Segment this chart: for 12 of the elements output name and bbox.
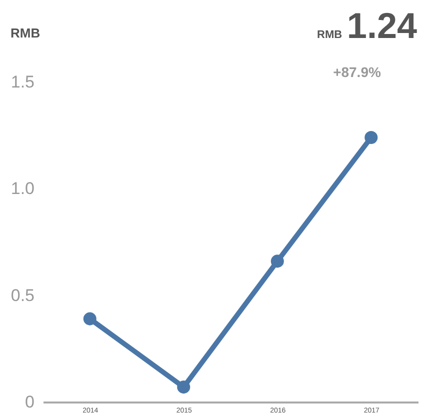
point (177, 380, 190, 394)
point (270, 254, 284, 268)
y-tick-label: 0 (25, 392, 34, 412)
y-tick-label: 0.5 (10, 286, 34, 305)
text: 1.24 (346, 5, 417, 46)
point (83, 312, 96, 326)
y-tick-label: 1.0 (10, 179, 34, 198)
y-tick-label: 1.5 (10, 72, 34, 92)
y-axis-title: RMB (10, 26, 40, 40)
point (364, 130, 378, 144)
text: RMB (317, 29, 342, 41)
text: +87.9% (333, 64, 382, 80)
